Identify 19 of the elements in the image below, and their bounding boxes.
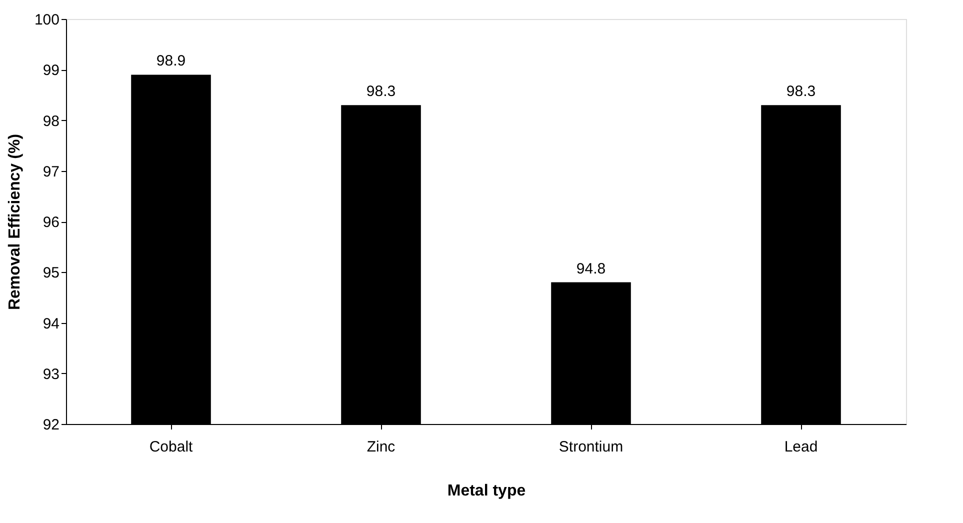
x-tick-label: Zinc: [366, 438, 396, 456]
data-label: 98.3: [786, 83, 816, 100]
x-tick-label: Strontium: [558, 438, 624, 456]
y-tick-label: 98: [42, 112, 60, 130]
data-label: 94.8: [576, 260, 606, 278]
y-tick-label: 95: [42, 264, 60, 282]
y-tick-label: 97: [42, 163, 60, 180]
y-tick-label: 96: [42, 214, 60, 231]
x-tick-label: Lead: [784, 438, 818, 456]
x-tick-label: Cobalt: [149, 438, 194, 456]
y-tick-label: 93: [42, 366, 60, 383]
data-label: 98.3: [366, 83, 396, 100]
y-tick-label: 99: [42, 62, 60, 80]
x-axis-title: Metal type: [447, 482, 526, 500]
y-tick-label: 92: [42, 416, 60, 434]
y-tick-label: 94: [42, 315, 60, 332]
y-tick-label: 100: [34, 12, 60, 28]
data-label: 98.9: [156, 52, 186, 70]
y-axis-title: Removal Efficiency (%): [6, 134, 24, 310]
